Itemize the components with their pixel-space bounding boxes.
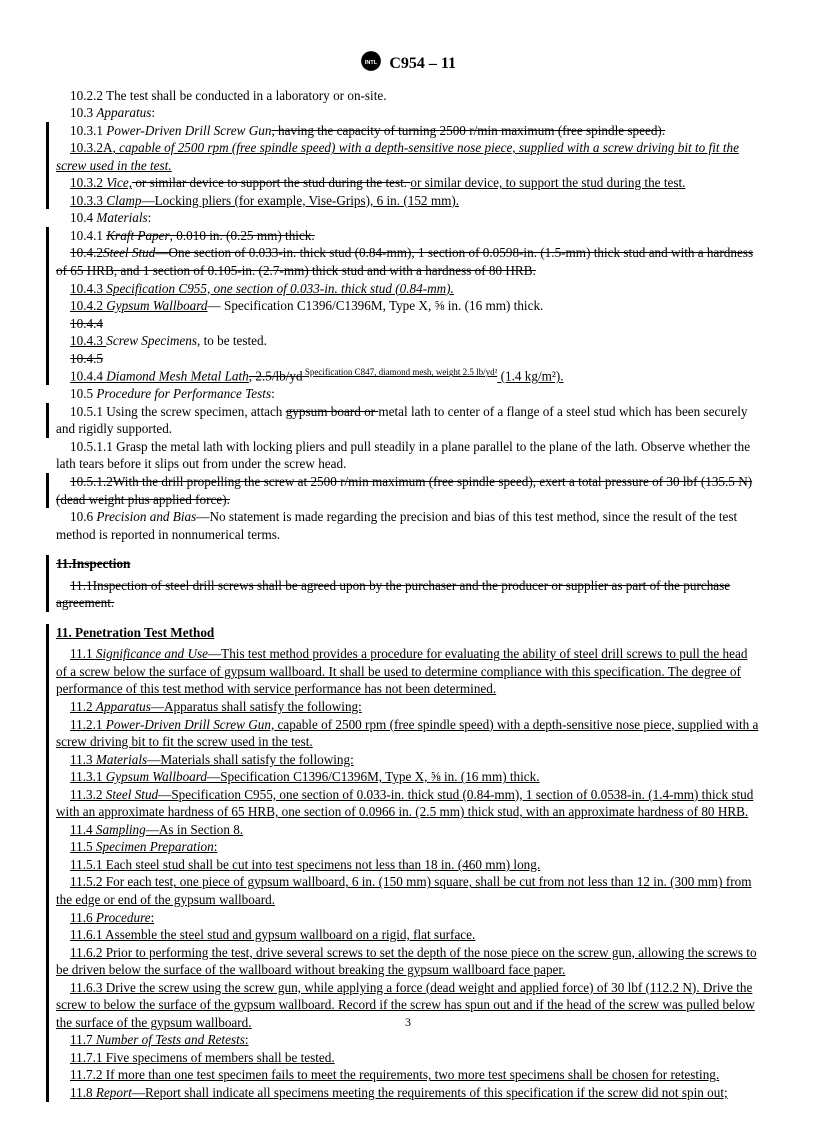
page-number: 3 <box>0 1015 816 1030</box>
change-bar-10-3: 10.3.1 Power-Driven Drill Screw Gun, hav… <box>46 122 760 210</box>
clause-10-3-3: 10.3.3 Clamp—Locking pliers (for example… <box>56 192 760 210</box>
strike-10-4-5: 10.4.5 <box>56 350 760 368</box>
change-bar-10-4: 10.4.1 Kraft Paper, 0.010 in. (0.25 mm) … <box>46 227 760 385</box>
clause-10-5-1-2: 10.5.1.2With the drill propelling the sc… <box>56 473 760 508</box>
clause-11-6-2: 11.6.2 Prior to performing the test, dri… <box>56 944 760 979</box>
clause-11-5-2: 11.5.2 For each test, one piece of gypsu… <box>56 873 760 908</box>
clause-11-7-1: 11.7.1 Five specimens of members shall b… <box>56 1049 760 1067</box>
clause-10-3: 10.3 Apparatus: <box>56 104 760 122</box>
clause-11-3-2: 11.3.2 Steel Stud—Specification C955, on… <box>56 786 760 821</box>
clause-10-4-2-gypsum: 10.4.2 Gypsum Wallboard— Specification C… <box>56 297 760 315</box>
clause-10-3-2: 10.3.2 Vice, or similar device to suppor… <box>56 174 760 192</box>
clause-10-5: 10.5 Procedure for Performance Tests: <box>56 385 760 403</box>
clause-11-8: 11.8 Report—Report shall indicate all sp… <box>56 1084 760 1102</box>
clause-10-4-3-screw: 10.4.3 Screw Specimens, to be tested. <box>56 332 760 350</box>
change-bar-10-5-1: 10.5.1 Using the screw specimen, attach … <box>46 403 760 438</box>
clause-11-4: 11.4 Sampling—As in Section 8. <box>56 821 760 839</box>
clause-11-7-2: 11.7.2 If more than one test specimen fa… <box>56 1066 760 1084</box>
clause-11-6-1: 11.6.1 Assemble the steel stud and gypsu… <box>56 926 760 944</box>
clause-10-4-1: 10.4.1 Kraft Paper, 0.010 in. (0.25 mm) … <box>56 227 760 245</box>
clause-11-5: 11.5 Specimen Preparation: <box>56 838 760 856</box>
clause-11-1: 11.1 Significance and Use—This test meth… <box>56 645 760 698</box>
document-header: INTL C954 – 11 <box>56 50 760 77</box>
clause-11-3: 11.3 Materials—Materials shall satisfy t… <box>56 751 760 769</box>
clause-10-5-1: 10.5.1 Using the screw specimen, attach … <box>56 403 760 438</box>
svg-text:INTL: INTL <box>365 60 378 66</box>
clause-10-6: 10.6 Precision and Bias—No statement is … <box>56 508 760 543</box>
clause-10-4-3-spec: 10.4.3 Specification C955, one section o… <box>56 280 760 298</box>
clause-10-4-4-lath: 10.4.4 Diamond Mesh Metal Lath, 2.5/lb/y… <box>56 367 760 385</box>
clause-10-5-1-1: 10.5.1.1 Grasp the metal lath with locki… <box>56 438 760 473</box>
designation-title: C954 – 11 <box>389 53 456 74</box>
astm-logo-icon: INTL <box>360 50 382 77</box>
clause-11-5-1: 11.5.1 Each steel stud shall be cut into… <box>56 856 760 874</box>
clause-10-3-1: 10.3.1 Power-Driven Drill Screw Gun, hav… <box>56 122 760 140</box>
clause-11-2: 11.2 Apparatus—Apparatus shall satisfy t… <box>56 698 760 716</box>
clause-11-6: 11.6 Procedure: <box>56 909 760 927</box>
clause-11-7: 11.7 Number of Tests and Retests: <box>56 1031 760 1049</box>
old-section-11-title: 11.Inspection <box>56 555 760 573</box>
change-bar-10-5-1-2: 10.5.1.2With the drill propelling the sc… <box>46 473 760 508</box>
clause-10-4: 10.4 Materials: <box>56 209 760 227</box>
document-page: INTL C954 – 11 10.2.2 The test shall be … <box>0 0 816 1132</box>
clause-10-4-2-steel: 10.4.2Steel Stud—One section of 0.033-in… <box>56 244 760 279</box>
clause-11-3-1: 11.3.1 Gypsum Wallboard—Specification C1… <box>56 768 760 786</box>
strike-10-4-4: 10.4.4 <box>56 315 760 333</box>
old-clause-11-1: 11.1Inspection of steel drill screws sha… <box>56 577 760 612</box>
section-11-title: 11. Penetration Test Method <box>56 624 760 642</box>
change-bar-section-11-old: 11.Inspection 11.1Inspection of steel dr… <box>46 555 760 612</box>
clause-10-2-2: 10.2.2 The test shall be conducted in a … <box>56 87 760 105</box>
clause-11-2-1: 11.2.1 Power-Driven Drill Screw Gun, cap… <box>56 716 760 751</box>
clause-10-3-2A: 10.3.2A, capable of 2500 rpm (free spind… <box>56 139 760 174</box>
